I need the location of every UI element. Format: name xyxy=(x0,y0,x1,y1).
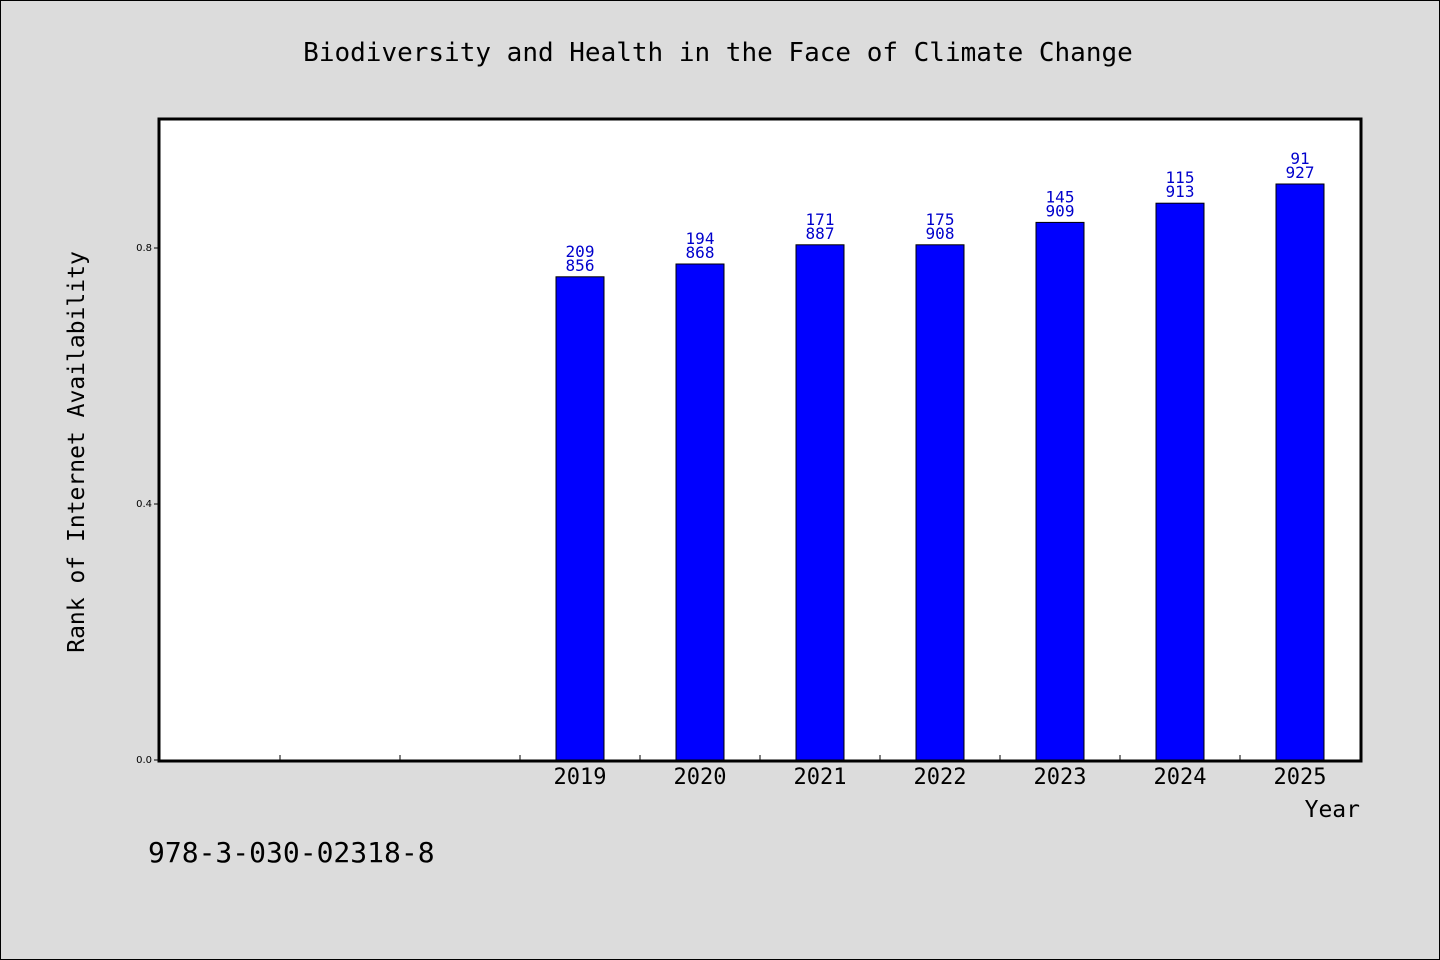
bar-2021 xyxy=(795,244,845,761)
data-label: 171 xyxy=(806,210,835,229)
data-label: 868 xyxy=(686,243,715,262)
bar-2020 xyxy=(675,263,725,761)
x-tick-label: 2021 xyxy=(794,765,847,790)
y-axis-ticks: 0.0 0.4 0.8 xyxy=(136,243,160,766)
data-label: 856 xyxy=(566,256,595,275)
chart-title: Biodiversity and Health in the Face of C… xyxy=(303,38,1133,68)
bar-2019 xyxy=(555,276,605,761)
bar-2025 xyxy=(1275,183,1325,761)
data-label: 91 xyxy=(1290,149,1309,168)
data-label: 909 xyxy=(1046,201,1075,220)
x-axis-label: Year xyxy=(1305,797,1360,823)
x-tick-label: 2022 xyxy=(914,765,967,790)
y-tick-label: 0.4 xyxy=(136,499,152,510)
data-label: 194 xyxy=(686,229,715,248)
bar-2023 xyxy=(1035,221,1085,761)
isbn-footer: 978-3-030-02318-8 xyxy=(148,836,435,869)
data-label: 913 xyxy=(1166,182,1195,201)
bars-layer xyxy=(555,183,1325,761)
x-tick-label: 2023 xyxy=(1034,765,1087,790)
x-tick-label: 2020 xyxy=(674,765,727,790)
data-label: 115 xyxy=(1166,168,1195,187)
data-label: 175 xyxy=(926,210,955,229)
y-axis-label: Rank of Internet Availability xyxy=(64,251,90,653)
data-label: 209 xyxy=(566,242,595,261)
y-tick-label: 0.8 xyxy=(136,243,152,254)
x-tick-label: 2019 xyxy=(554,765,607,790)
data-label: 145 xyxy=(1046,187,1075,206)
data-label: 908 xyxy=(926,224,955,243)
y-tick-label: 0.0 xyxy=(136,755,152,766)
x-tick-label: 2025 xyxy=(1274,765,1327,790)
x-axis-ticks: 2019 2020 2021 2022 2023 2024 2025 xyxy=(279,755,1327,790)
data-label: 927 xyxy=(1286,163,1315,182)
bar-2024 xyxy=(1155,202,1205,761)
x-tick-label: 2024 xyxy=(1154,765,1207,790)
bar-2022 xyxy=(915,244,965,761)
data-label: 887 xyxy=(806,224,835,243)
